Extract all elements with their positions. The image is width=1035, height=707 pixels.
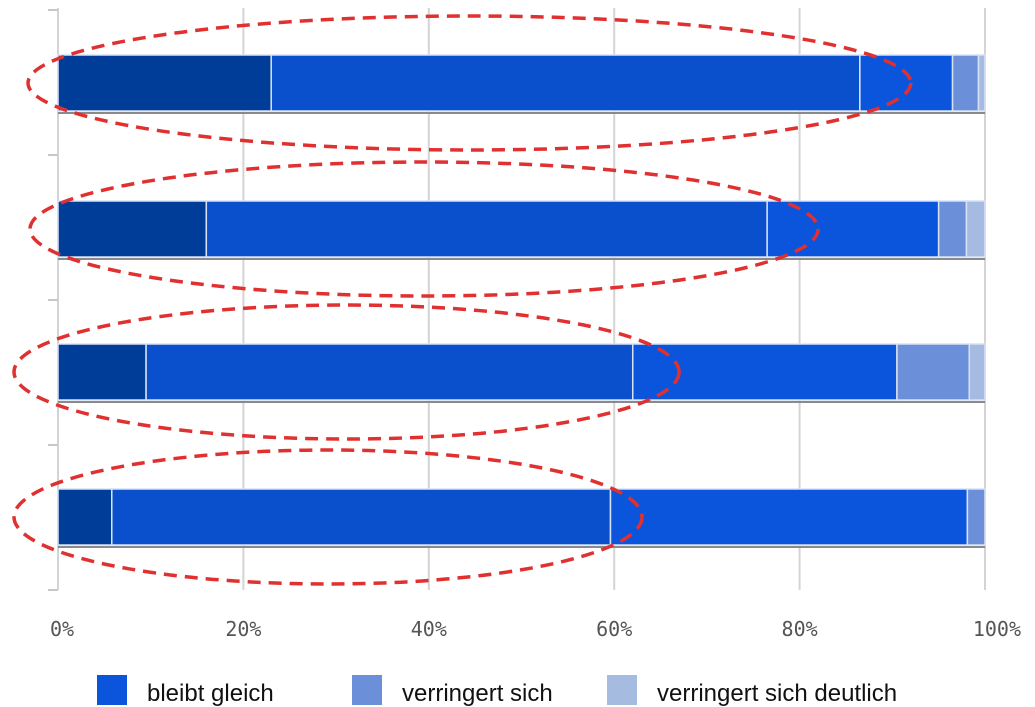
bar-segment [205, 200, 768, 258]
bar-segment [951, 54, 980, 112]
x-tick-label: 80% [782, 617, 818, 641]
bar-segment [968, 343, 986, 401]
bar-segment [57, 200, 208, 258]
bar-segment [631, 343, 898, 401]
x-tick-label: 100% [973, 617, 1021, 641]
bar-segment [57, 54, 272, 112]
highlight-ellipses [12, 14, 913, 586]
legend-label: verringert sich deutlich [657, 680, 897, 707]
x-tick-label: 60% [596, 617, 632, 641]
bar-segment [609, 488, 969, 546]
bar-segment [270, 54, 861, 112]
bars [57, 54, 986, 548]
bar-segment [896, 343, 970, 401]
highlight-ellipse [26, 14, 913, 152]
legend-label: verringert sich [402, 680, 553, 707]
bar-segment [145, 343, 634, 401]
x-tick-label: 20% [225, 617, 261, 641]
bar-segment [57, 488, 113, 546]
highlight-ellipse [28, 160, 820, 298]
x-tick-label: 0% [50, 617, 74, 641]
x-tick-label: 40% [411, 617, 447, 641]
legend-swatch [97, 675, 127, 705]
highlight-ellipse [12, 303, 681, 441]
legend-swatch [352, 675, 382, 705]
bar-segment [111, 488, 612, 546]
bar-segment [766, 200, 940, 258]
bar-segment [859, 54, 954, 112]
bar-segment [57, 343, 147, 401]
x-axis: 0% 20% 40% 60% 80% 100% [50, 617, 1021, 641]
bar-segment [965, 200, 986, 258]
legend-swatch [607, 675, 637, 705]
bar-segment [977, 54, 986, 112]
bar-segment [937, 200, 968, 258]
highlight-ellipse [12, 448, 644, 586]
bar-segment [966, 488, 986, 546]
legend-label: bleibt gleich [147, 680, 274, 707]
legend: bleibt gleich verringert sich verringert s… [97, 675, 897, 707]
